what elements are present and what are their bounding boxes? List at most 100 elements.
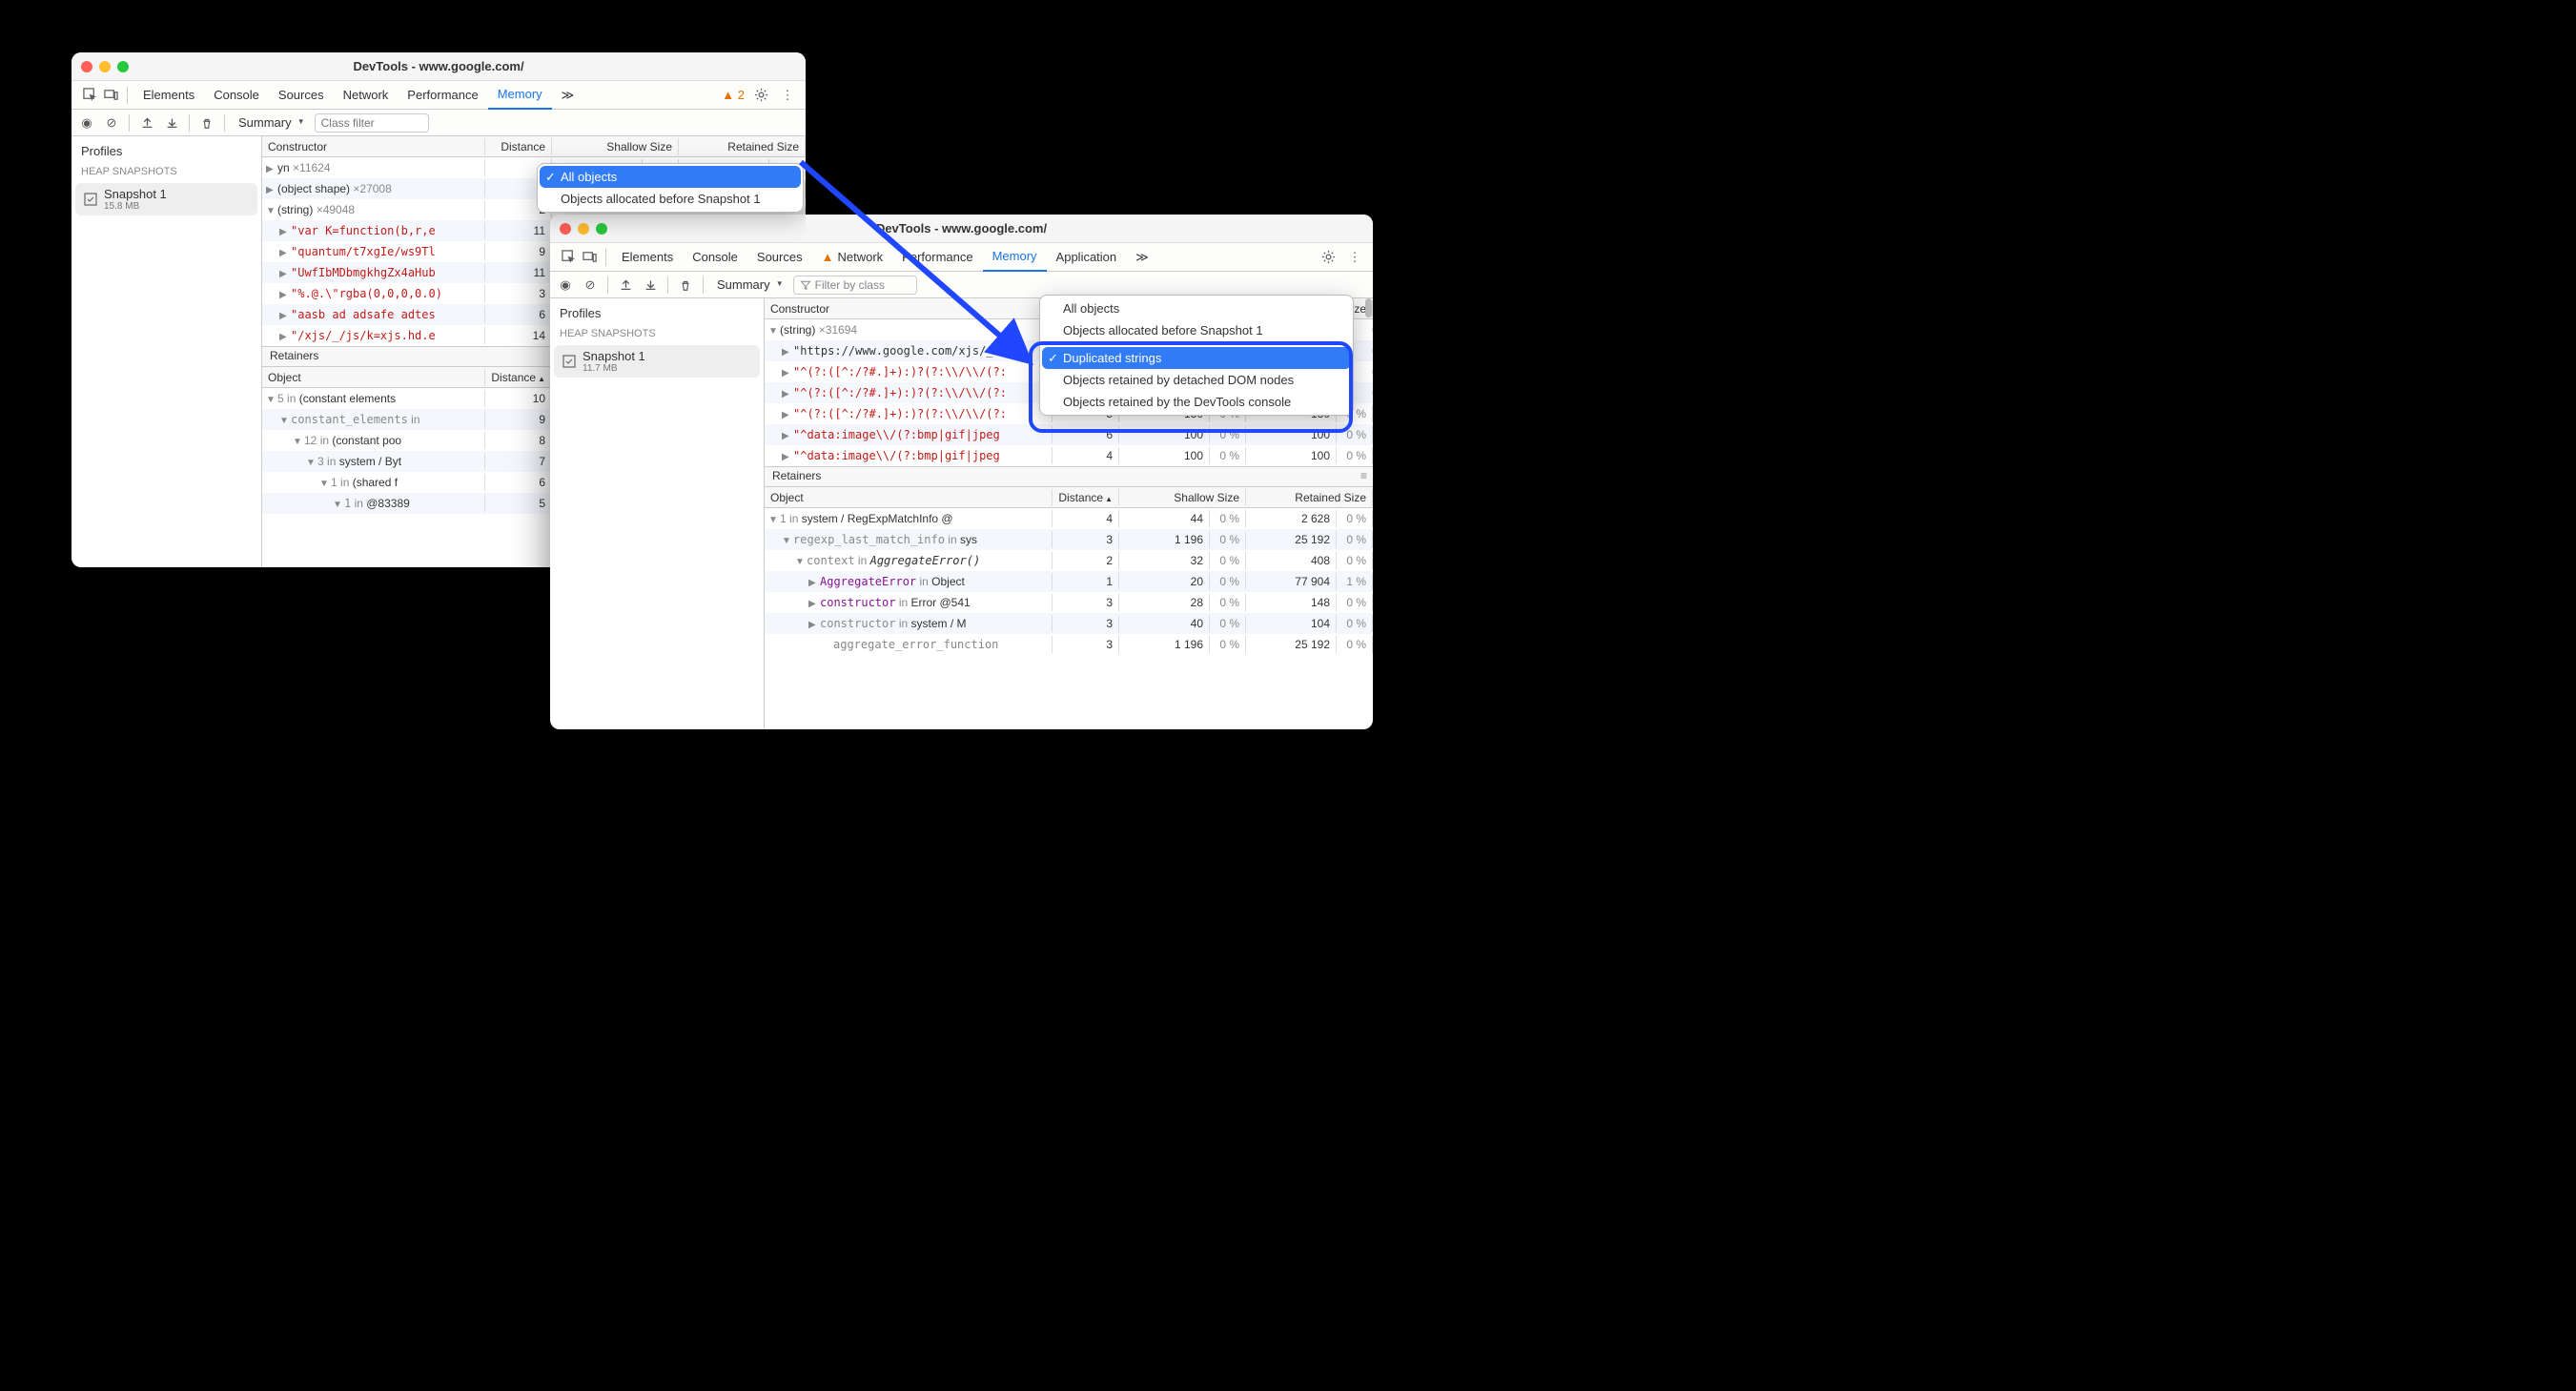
- gc-icon[interactable]: [676, 276, 695, 295]
- filter-dropdown[interactable]: All objects Objects allocated before Sna…: [1039, 295, 1354, 416]
- col-shallow[interactable]: Shallow Size: [1119, 489, 1246, 506]
- tab-sources[interactable]: Sources: [269, 81, 334, 110]
- profiles-heading: Profiles: [550, 298, 764, 324]
- snapshot-name: Snapshot 1: [104, 187, 167, 201]
- gc-icon[interactable]: [197, 113, 216, 133]
- more-icon[interactable]: ⋮: [777, 85, 798, 106]
- tab-bar: Elements Console Sources ▲Network Perfor…: [550, 243, 1373, 272]
- col-retained[interactable]: Retained Size: [679, 138, 806, 155]
- tab-memory[interactable]: Memory: [488, 81, 552, 110]
- close-icon[interactable]: [560, 223, 571, 235]
- tab-network[interactable]: ▲Network: [812, 243, 893, 272]
- device-icon[interactable]: [100, 85, 121, 106]
- tab-elements[interactable]: Elements: [133, 81, 204, 110]
- class-filter-input[interactable]: [315, 113, 429, 133]
- download-icon[interactable]: [641, 276, 660, 295]
- retainer-row[interactable]: ▶constructor in Error @5413280 %1480 %: [765, 592, 1373, 613]
- tab-overflow[interactable]: ≫: [552, 81, 584, 110]
- clear-icon[interactable]: ⊘: [581, 276, 600, 295]
- view-select[interactable]: Summary: [233, 113, 309, 132]
- window-title: DevTools - www.google.com/: [353, 59, 523, 73]
- tab-network[interactable]: Network: [334, 81, 399, 110]
- scrollbar[interactable]: [1363, 298, 1373, 489]
- inspect-icon[interactable]: [558, 247, 579, 268]
- tab-sources[interactable]: Sources: [747, 243, 812, 272]
- close-icon[interactable]: [81, 61, 92, 72]
- snapshot-item[interactable]: Snapshot 1 11.7 MB: [554, 345, 760, 378]
- dropdown-all-objects[interactable]: All objects: [540, 166, 801, 188]
- minimize-icon[interactable]: [578, 223, 589, 235]
- constructor-row[interactable]: ▶"^data:image\\/(?:bmp|gif|jpeg61000 %10…: [765, 424, 1373, 445]
- col-constructor[interactable]: Constructor: [262, 138, 485, 155]
- tab-console[interactable]: Console: [683, 243, 747, 272]
- tab-overflow[interactable]: ≫: [1126, 243, 1158, 272]
- inspect-icon[interactable]: [79, 85, 100, 106]
- dropdown-devtools-console[interactable]: Objects retained by the DevTools console: [1042, 391, 1351, 413]
- col-object[interactable]: Object: [262, 369, 485, 386]
- retainers-header: Retainers ≡: [765, 466, 1373, 487]
- tab-bar: Elements Console Sources Network Perform…: [72, 81, 806, 110]
- retainer-row[interactable]: ▼regexp_last_match_info in sys31 1960 %2…: [765, 529, 1373, 550]
- maximize-icon[interactable]: [117, 61, 129, 72]
- traffic-lights[interactable]: [560, 223, 607, 235]
- col-shallow[interactable]: Shallow Size: [552, 138, 679, 155]
- titlebar: DevTools - www.google.com/: [72, 52, 806, 81]
- profiles-sidebar: Profiles HEAP SNAPSHOTS Snapshot 1 11.7 …: [550, 298, 765, 729]
- warning-icon: ▲: [822, 250, 834, 264]
- heap-snapshots-label: HEAP SNAPSHOTS: [550, 324, 764, 343]
- retainer-row[interactable]: ▶constructor in system / M3400 %1040 %: [765, 613, 1373, 634]
- dropdown-duplicated-strings[interactable]: Duplicated strings: [1042, 347, 1351, 369]
- tab-elements[interactable]: Elements: [612, 243, 683, 272]
- gear-icon[interactable]: [1318, 247, 1339, 268]
- col-retained[interactable]: Retained Size: [1246, 489, 1373, 506]
- retainer-row[interactable]: ▼1 in system / RegExpMatchInfo @4440 %2 …: [765, 508, 1373, 529]
- retainer-row[interactable]: ▶AggregateError in Object1200 %77 9041 %: [765, 571, 1373, 592]
- col-distance-sort[interactable]: Distance: [1053, 489, 1119, 506]
- col-object[interactable]: Object: [765, 489, 1053, 506]
- tab-application[interactable]: Application: [1047, 243, 1127, 272]
- record-icon[interactable]: ◉: [556, 276, 575, 295]
- warning-icon[interactable]: ▲ 2: [722, 88, 745, 102]
- dropdown-all-objects[interactable]: All objects: [1042, 297, 1351, 319]
- col-distance-sort[interactable]: Distance: [485, 369, 552, 386]
- profiles-sidebar: Profiles HEAP SNAPSHOTS Snapshot 1 15.8 …: [72, 136, 262, 567]
- view-select[interactable]: Summary: [711, 276, 787, 294]
- col-distance[interactable]: Distance: [485, 138, 552, 155]
- maximize-icon[interactable]: [596, 223, 607, 235]
- profiles-heading: Profiles: [72, 136, 261, 162]
- titlebar: DevTools - www.google.com/: [550, 215, 1373, 243]
- tab-memory[interactable]: Memory: [983, 243, 1047, 272]
- tab-console[interactable]: Console: [204, 81, 269, 110]
- device-icon[interactable]: [579, 247, 600, 268]
- tab-performance[interactable]: Performance: [398, 81, 487, 110]
- dropdown-before-snapshot-1[interactable]: Objects allocated before Snapshot 1: [1042, 319, 1351, 341]
- filter-dropdown[interactable]: All objects Objects allocated before Sna…: [537, 163, 804, 213]
- col-constructor[interactable]: Constructor: [765, 300, 1053, 317]
- download-icon[interactable]: [162, 113, 181, 133]
- snapshot-size: 15.8 MB: [104, 201, 167, 212]
- clear-icon[interactable]: ⊘: [102, 113, 121, 133]
- more-icon[interactable]: ⋮: [1344, 247, 1365, 268]
- snapshot-name: Snapshot 1: [583, 349, 645, 363]
- devtools-window-2: DevTools - www.google.com/ Elements Cons…: [550, 215, 1373, 729]
- gear-icon[interactable]: [750, 85, 771, 106]
- retainer-row[interactable]: ▼context in AggregateError()2320 %4080 %: [765, 550, 1373, 571]
- traffic-lights[interactable]: [81, 61, 129, 72]
- class-filter-input[interactable]: Filter by class: [793, 276, 917, 295]
- retainers-grid-header: Object Distance Shallow Size Retained Si…: [765, 487, 1373, 508]
- retainer-row[interactable]: aggregate_error_function31 1960 %25 1920…: [765, 634, 1373, 655]
- minimize-icon[interactable]: [99, 61, 111, 72]
- upload-icon[interactable]: [137, 113, 156, 133]
- retainer-rows: ▼1 in system / RegExpMatchInfo @4440 %2 …: [765, 508, 1373, 655]
- record-icon[interactable]: ◉: [77, 113, 96, 133]
- scrollbar-thumb[interactable]: [1365, 298, 1372, 317]
- heap-snapshots-label: HEAP SNAPSHOTS: [72, 162, 261, 181]
- filter-icon: [800, 279, 811, 291]
- upload-icon[interactable]: [616, 276, 635, 295]
- dropdown-detached-dom[interactable]: Objects retained by detached DOM nodes: [1042, 369, 1351, 391]
- constructor-grid-header: Constructor Distance Shallow Size Retain…: [262, 136, 806, 157]
- constructor-row[interactable]: ▶"^data:image\\/(?:bmp|gif|jpeg41000 %10…: [765, 445, 1373, 466]
- snapshot-item[interactable]: Snapshot 1 15.8 MB: [75, 183, 257, 215]
- dropdown-before-snapshot-1[interactable]: Objects allocated before Snapshot 1: [540, 188, 801, 210]
- tab-performance[interactable]: Performance: [892, 243, 982, 272]
